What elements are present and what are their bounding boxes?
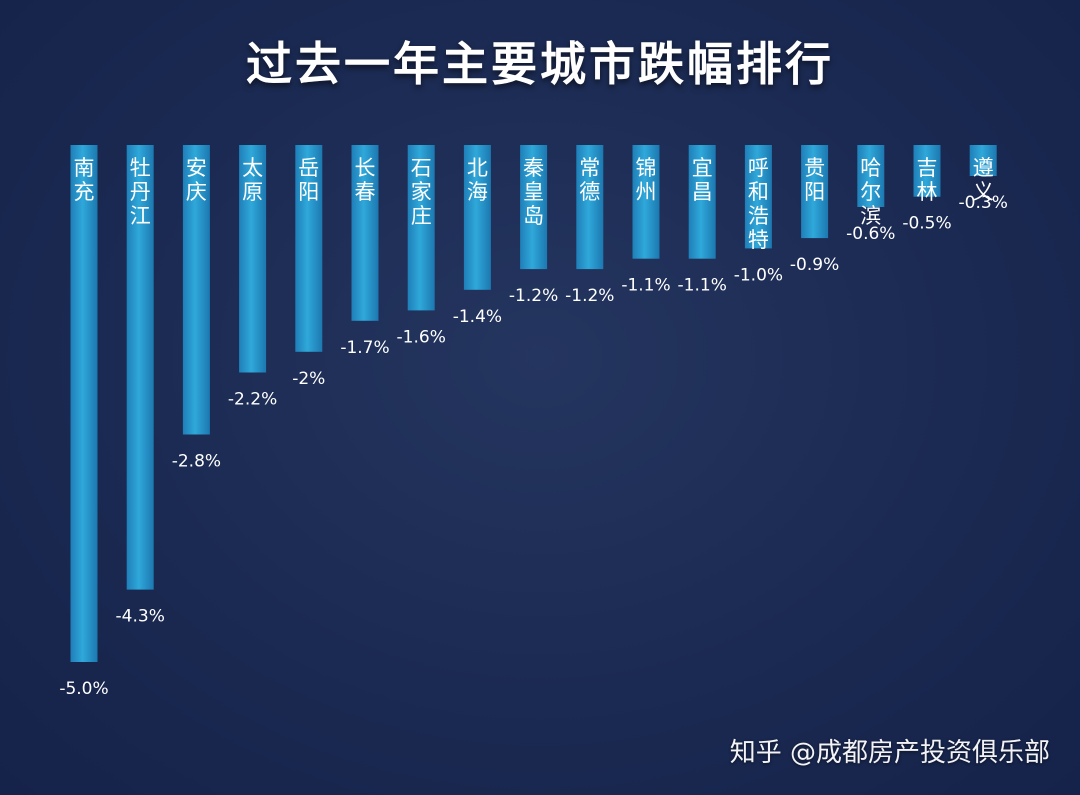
value-label-5: -1.7% <box>340 338 389 358</box>
value-label-9: -1.2% <box>565 286 614 306</box>
value-label-7: -1.4% <box>453 307 502 327</box>
bar-3 <box>239 145 267 373</box>
category-label-9: 常德 <box>579 156 600 204</box>
value-label-13: -0.9% <box>790 255 839 275</box>
bar-4 <box>295 145 323 352</box>
category-label-2: 安庆 <box>186 156 207 204</box>
value-label-0: -5.0% <box>59 679 108 699</box>
bar-0 <box>70 145 98 662</box>
category-label-11: 宜昌 <box>692 156 713 204</box>
bar-14 <box>857 145 885 207</box>
value-label-11: -1.1% <box>678 276 727 296</box>
category-label-8: 秦皇岛 <box>523 156 544 228</box>
category-label-7: 北海 <box>467 156 488 204</box>
bar-2 <box>182 145 210 435</box>
category-label-0: 南充 <box>74 156 95 204</box>
category-label-6: 石家庄 <box>411 156 432 228</box>
value-label-6: -1.6% <box>397 327 446 347</box>
category-label-1: 牡丹江 <box>130 156 151 228</box>
bar-15 <box>913 145 941 197</box>
category-label-14: 哈尔滨 <box>860 156 881 228</box>
category-label-3: 太原 <box>242 156 263 204</box>
category-label-13: 贵阳 <box>804 156 825 204</box>
value-label-3: -2.2% <box>228 390 277 410</box>
value-label-1: -4.3% <box>116 607 165 627</box>
bar-7 <box>463 145 491 290</box>
value-label-14: -0.6% <box>846 224 895 244</box>
bar-16 <box>969 145 997 176</box>
bar-12 <box>744 145 772 249</box>
bar-5 <box>351 145 379 321</box>
value-label-4: -2% <box>292 369 325 389</box>
category-label-15: 吉林 <box>917 156 938 204</box>
chart-title: 过去一年主要城市跌幅排行 <box>246 37 834 91</box>
bar-10 <box>632 145 660 259</box>
value-label-15: -0.5% <box>902 214 951 234</box>
value-label-10: -1.1% <box>621 276 670 296</box>
category-label-16: 遵义 <box>973 156 994 204</box>
category-label-4: 岳阳 <box>298 156 319 204</box>
bar-9 <box>576 145 604 270</box>
value-label-12: -1.0% <box>734 265 783 285</box>
value-label-8: -1.2% <box>509 286 558 306</box>
category-label-12: 呼和浩特 <box>748 156 769 252</box>
bar-group <box>70 145 997 662</box>
bar-13 <box>801 145 829 239</box>
category-label-5: 长春 <box>355 156 376 204</box>
value-label-16: -0.3% <box>959 193 1008 213</box>
value-label-2: -2.8% <box>172 452 221 472</box>
bar-6 <box>407 145 435 311</box>
bar-8 <box>520 145 548 270</box>
bar-11 <box>688 145 716 259</box>
watermark-text: 知乎 @成都房产投资俱乐部 <box>729 738 1050 768</box>
category-label-10: 锦州 <box>636 156 657 204</box>
bar-1 <box>126 145 154 590</box>
value-labels: -5.0% -4.3% -2.8% -2.2% -2% -1.7% -1.6% -1.4% -1… <box>59 193 1008 699</box>
